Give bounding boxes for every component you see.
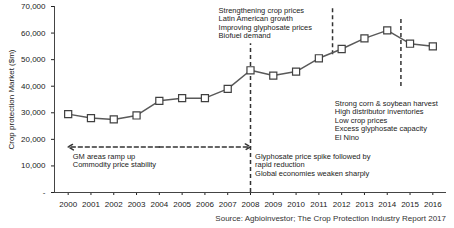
svg-text:2010: 2010: [287, 200, 305, 209]
svg-text:30,000: 30,000: [21, 108, 46, 117]
svg-text:2000: 2000: [59, 200, 77, 209]
svg-text:2014: 2014: [378, 200, 396, 209]
svg-text:Strengthening crop pricesLatin: Strengthening crop pricesLatin American …: [219, 6, 313, 41]
svg-text:2006: 2006: [196, 200, 214, 209]
svg-text:10,000: 10,000: [21, 161, 46, 170]
svg-text:20,000: 20,000: [21, 135, 46, 144]
svg-text:2011: 2011: [310, 200, 328, 209]
svg-text:Glyphosate price spike followe: Glyphosate price spike followed byrapid …: [255, 152, 371, 178]
svg-text:GM areas ramp upCommodity pric: GM areas ramp upCommodity price stabilit…: [73, 152, 157, 170]
svg-text:60,000: 60,000: [21, 29, 46, 38]
svg-text:40,000: 40,000: [21, 82, 46, 91]
svg-text:2007: 2007: [219, 200, 237, 209]
html-text:Source: Agbioinvestor; The Cro: Source: Agbioinvestor; The Crop Protecti…: [215, 214, 446, 223]
svg-text:2013: 2013: [356, 200, 374, 209]
svg-text:2008: 2008: [242, 200, 260, 209]
svg-text:2009: 2009: [264, 200, 282, 209]
svg-text:2004: 2004: [150, 200, 168, 209]
svg-text:70,000: 70,000: [21, 2, 46, 11]
svg-text:50,000: 50,000: [21, 55, 46, 64]
svg-text:2001: 2001: [82, 200, 100, 209]
svg-text:2012: 2012: [333, 200, 351, 209]
svg-text:2002: 2002: [105, 200, 123, 209]
svg-text:2003: 2003: [128, 200, 146, 209]
svg-text:Crop protection Market ($m): Crop protection Market ($m): [7, 49, 16, 149]
svg-text:2015: 2015: [401, 200, 419, 209]
svg-text:2016: 2016: [424, 200, 442, 209]
svg-text:2005: 2005: [173, 200, 191, 209]
svg-text:Strong corn & soybean harvestH: Strong corn & soybean harvestHigh distri…: [335, 99, 439, 143]
svg-text:-: -: [43, 188, 46, 197]
